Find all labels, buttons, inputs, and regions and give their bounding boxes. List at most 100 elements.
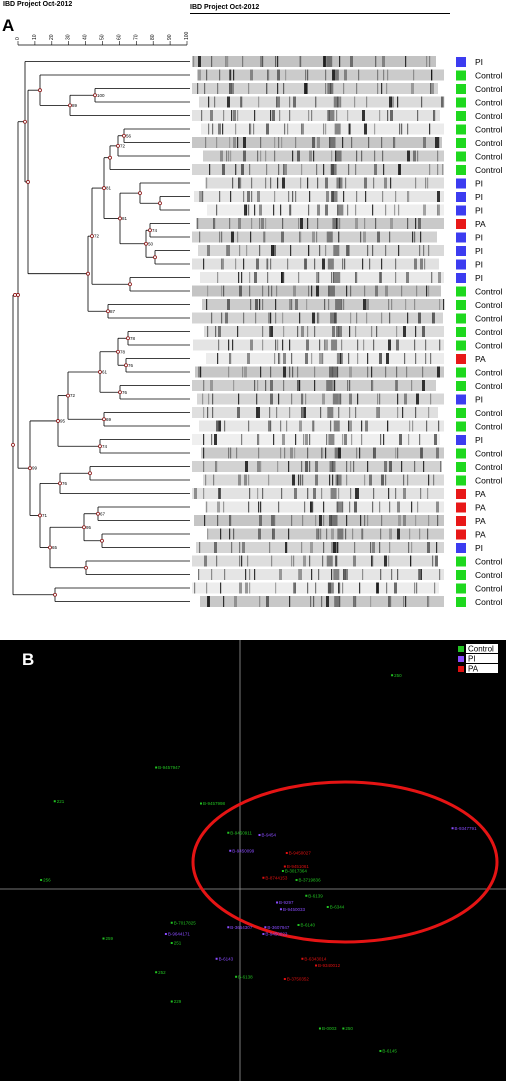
ordination-point (227, 831, 230, 834)
gel-band (307, 326, 309, 337)
gel-band (377, 231, 380, 243)
gel-band (380, 434, 382, 445)
gel-band (353, 461, 355, 472)
gel-band (411, 501, 413, 513)
gel-band (349, 326, 351, 337)
gel-band (422, 380, 425, 391)
ordination-point (170, 1000, 173, 1003)
gel-band (327, 258, 334, 270)
gel-band (203, 407, 205, 418)
gel-band (249, 164, 251, 175)
gel-band (293, 582, 296, 594)
gel-band (229, 69, 231, 81)
gel-band (421, 447, 423, 459)
gel-band (304, 258, 307, 270)
panel-a-dendrogram: IBD Project Oct-2012 IBD Project Oct-201… (2, 1, 503, 607)
gel-band (344, 434, 347, 445)
gel-band (339, 56, 341, 67)
gel-band (326, 380, 333, 391)
gel-band (217, 272, 219, 283)
gel-band (320, 528, 322, 540)
gel-band (242, 366, 244, 378)
gel-band (320, 407, 322, 418)
gel-band (281, 137, 283, 148)
gel-band (369, 474, 372, 486)
gel-band (403, 596, 405, 607)
gel-band (268, 420, 271, 432)
gel-band (253, 123, 255, 135)
gel-band (309, 434, 311, 445)
gel-band (414, 299, 416, 310)
gel-band (275, 56, 277, 67)
gel-band (250, 299, 252, 310)
gel-band (428, 245, 430, 256)
gel-band (431, 83, 434, 94)
gel-band (414, 231, 416, 243)
gel-band (289, 339, 291, 351)
gel-band (355, 407, 357, 418)
gel-band (355, 272, 357, 283)
gel-band (330, 164, 337, 175)
gel-band (361, 420, 363, 432)
gel-band (271, 285, 273, 297)
group-label: Control (475, 314, 503, 324)
gel-band (327, 582, 334, 594)
gel-band (321, 596, 323, 607)
gel-band (434, 582, 436, 594)
gel-band (403, 515, 406, 526)
gel-band (237, 231, 239, 243)
gel-band (325, 177, 328, 189)
gel-band (270, 312, 272, 324)
gel-band (325, 339, 328, 351)
gel-band (336, 501, 343, 513)
gel-band (309, 150, 312, 162)
gel-band (404, 353, 406, 364)
gel-band (244, 204, 247, 216)
gel-band (211, 312, 213, 324)
gel-band (435, 137, 438, 148)
ordination-point (40, 879, 43, 881)
gel-band (233, 110, 236, 121)
gel-band (413, 150, 416, 162)
gel-band (233, 528, 235, 540)
gel-band (322, 258, 325, 270)
legend-swatch (458, 656, 464, 662)
gel-band (306, 339, 309, 351)
gel-band (277, 177, 279, 189)
gel-band (199, 191, 202, 202)
tree-node (28, 466, 32, 471)
gel-band (333, 245, 340, 256)
gel-band (415, 177, 417, 189)
gel-band (291, 515, 293, 526)
dendrogram-nodes: 1008956727450818172877876787661697274957… (11, 88, 162, 597)
ordination-point-label: B-9457947 (158, 765, 181, 770)
gel-band (347, 380, 349, 391)
gel-band (206, 501, 208, 513)
gel-band (228, 150, 230, 162)
gel-band (241, 555, 243, 567)
gel-band (299, 569, 302, 580)
gel-band (241, 96, 243, 108)
gel-band (210, 110, 213, 121)
gel-band (312, 231, 315, 243)
group-color-square (456, 367, 466, 378)
gel-band (423, 245, 425, 256)
group-label: Control (475, 125, 503, 135)
ordination-point (279, 908, 282, 911)
gel-band (247, 353, 250, 364)
group-color-square (456, 273, 466, 283)
gel-band (270, 258, 272, 270)
group-color-square (456, 529, 466, 540)
group-label: Control (475, 476, 503, 486)
bootstrap-value: 72 (70, 393, 76, 398)
gel-band (216, 461, 218, 472)
gel-band (353, 555, 356, 567)
gel-band (349, 407, 351, 418)
ordination-point-label: B-6140 (301, 923, 316, 928)
ordination-point-label: B-8744153 (265, 875, 288, 880)
group-color-square (456, 597, 466, 607)
gel-band (417, 501, 419, 513)
tree-node (38, 513, 42, 518)
gel-band (332, 380, 335, 391)
gel-band (318, 312, 320, 324)
